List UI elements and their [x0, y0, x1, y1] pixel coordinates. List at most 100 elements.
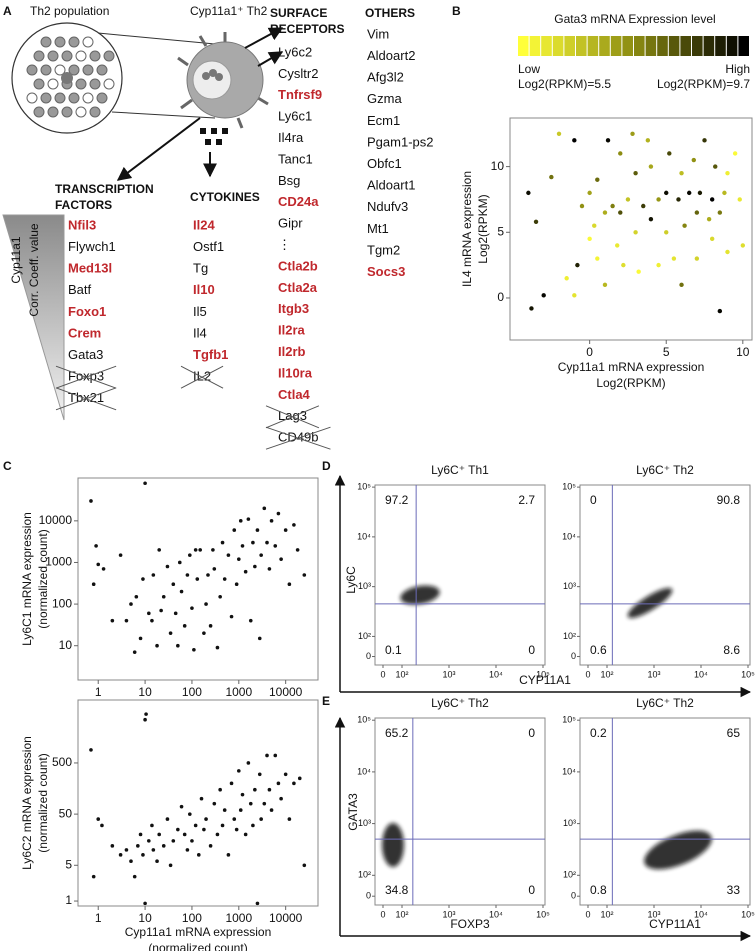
- plot-frame: [374, 717, 546, 906]
- point: [269, 808, 274, 812]
- quadrant-percent: 0.8: [590, 883, 607, 897]
- point: [697, 190, 703, 196]
- point: [679, 282, 684, 288]
- strike: [55, 365, 117, 389]
- point: [283, 528, 288, 532]
- point: [656, 197, 661, 202]
- quadrant-percent: 0: [528, 726, 535, 740]
- point: [212, 801, 217, 806]
- point: [89, 499, 93, 503]
- x-tick-label: 10³: [442, 669, 455, 679]
- colorbar-cell: [645, 36, 657, 56]
- x-tick-label: 10⁵: [741, 669, 755, 679]
- population-cell: [61, 106, 73, 118]
- point: [694, 256, 700, 261]
- quadrant-percent: 0: [590, 493, 597, 507]
- point: [190, 606, 194, 610]
- y-tick-label: 0: [366, 891, 371, 901]
- point: [208, 624, 213, 628]
- point: [94, 544, 98, 548]
- quadrant-percent: 65.2: [385, 726, 409, 740]
- point: [232, 817, 237, 821]
- point: [579, 203, 585, 209]
- y-tick-label: 10000: [39, 513, 73, 527]
- colorbar-cell: [634, 36, 645, 56]
- y-tick-label: 0: [571, 891, 576, 901]
- point: [165, 564, 170, 569]
- point: [237, 557, 241, 561]
- y-tick-label: 10²: [358, 870, 371, 880]
- x-tick-label: 10²: [395, 669, 408, 679]
- plot-frame: [374, 484, 546, 666]
- point: [151, 573, 156, 577]
- point: [229, 781, 234, 786]
- point: [615, 243, 620, 248]
- point: [302, 573, 307, 577]
- point: [564, 276, 569, 281]
- point: [143, 481, 147, 486]
- cell-diagram: [116, 27, 284, 181]
- point: [725, 170, 730, 176]
- point: [257, 772, 262, 777]
- population-cell: [26, 92, 38, 104]
- y-tick-label: 10³: [358, 581, 371, 591]
- point: [176, 643, 180, 648]
- plot-title: Ly6C⁺ Th2: [431, 696, 489, 710]
- population-cell: [82, 36, 94, 48]
- point: [682, 223, 687, 228]
- gene-name: Cysltr2: [278, 66, 318, 81]
- gene-name: Ostf1: [193, 239, 224, 254]
- quadrant-percent: 0: [528, 883, 535, 897]
- point: [182, 832, 187, 837]
- population-cell: [33, 106, 45, 118]
- panel-title: Th2 population: [30, 4, 109, 18]
- point: [146, 611, 151, 616]
- strike: [180, 365, 224, 389]
- y-tick-label: 10³: [358, 818, 371, 828]
- point: [208, 844, 213, 848]
- point: [292, 523, 296, 527]
- point: [110, 618, 115, 623]
- point: [572, 138, 577, 143]
- population-cell: [47, 106, 59, 118]
- gradient-label: Cyp11a1: [9, 236, 23, 283]
- x-tick-label: 10³: [647, 909, 660, 919]
- point: [602, 282, 608, 288]
- point: [248, 618, 253, 623]
- population-cell: [68, 64, 80, 76]
- gene-name: Gipr: [278, 216, 303, 231]
- point: [595, 256, 600, 261]
- point: [173, 611, 178, 616]
- point: [176, 827, 180, 832]
- gene-name: Socs3: [367, 264, 405, 279]
- point: [101, 567, 106, 571]
- point: [185, 573, 190, 577]
- point: [240, 544, 245, 548]
- colorbar-cell: [564, 36, 575, 56]
- gene-name: Il2rb: [278, 344, 306, 359]
- point: [257, 636, 262, 641]
- gene-name: Il10: [193, 282, 215, 297]
- point: [199, 796, 204, 801]
- colorbar-cell: [680, 36, 691, 56]
- point: [267, 567, 272, 571]
- point: [151, 848, 156, 852]
- point: [267, 787, 272, 792]
- plot-frame: [579, 484, 751, 666]
- point: [255, 901, 260, 906]
- population-cell: [89, 78, 101, 90]
- point: [218, 787, 222, 792]
- point: [676, 197, 681, 202]
- point: [229, 614, 234, 619]
- panel-title: Cyp11a1⁺ Th2: [190, 4, 268, 18]
- gene-name: Tg: [193, 261, 208, 276]
- x-tick-label: 10³: [647, 669, 660, 679]
- point: [610, 203, 615, 209]
- axis-title: GATA3: [346, 793, 360, 831]
- point: [633, 170, 638, 176]
- y-tick-label: 10²: [358, 631, 371, 641]
- point: [709, 197, 715, 202]
- group-title: FACTORS: [55, 198, 112, 212]
- colorbar-cell: [610, 36, 622, 56]
- population-cell: [40, 64, 52, 76]
